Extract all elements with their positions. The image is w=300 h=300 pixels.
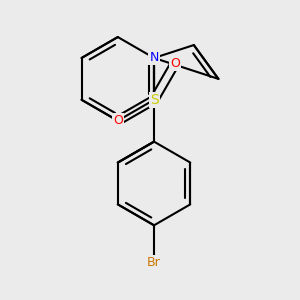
Text: N: N bbox=[113, 114, 122, 127]
Text: S: S bbox=[150, 93, 158, 107]
Text: N: N bbox=[149, 52, 159, 64]
Text: O: O bbox=[170, 57, 180, 70]
Text: Br: Br bbox=[147, 256, 161, 269]
Text: O: O bbox=[113, 114, 123, 127]
